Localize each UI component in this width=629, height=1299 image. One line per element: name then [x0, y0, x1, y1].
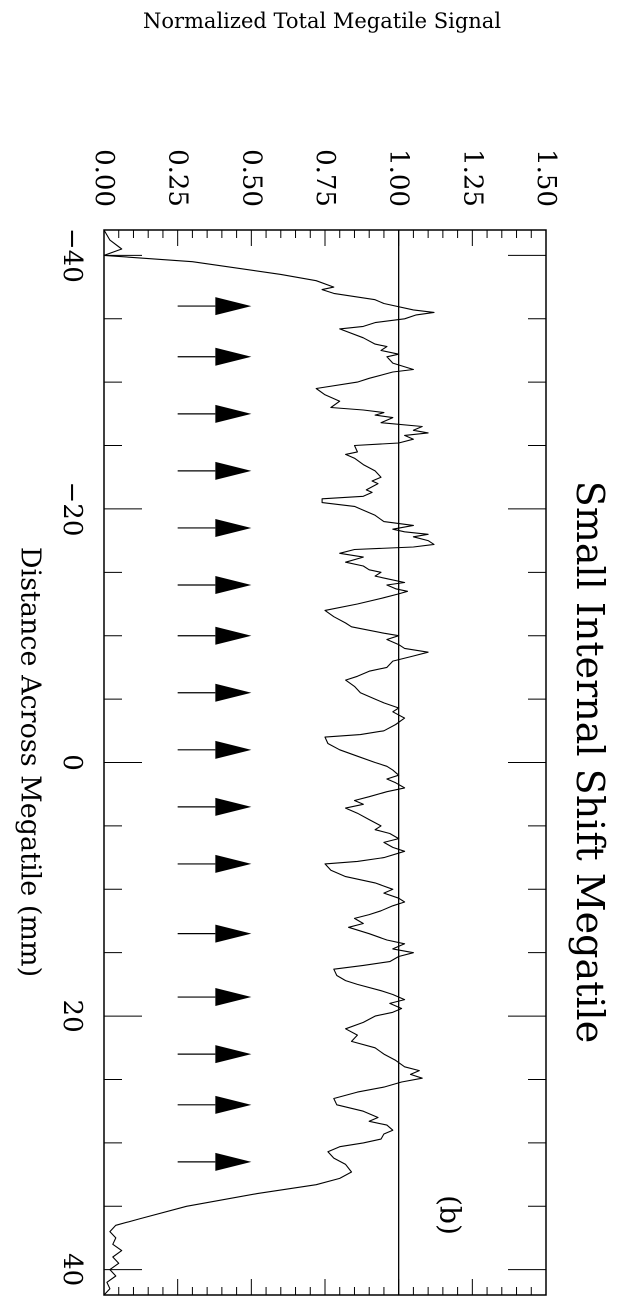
x-tick-label: −20 — [57, 481, 87, 536]
arrow-head — [215, 576, 252, 594]
y-tick-label: 1.25 — [457, 149, 487, 207]
x-tick-label: 0 — [57, 754, 87, 771]
x-axis-label: Distance Across Megatile (mm) — [15, 547, 46, 977]
axis-ticks — [103, 230, 547, 1295]
y-tick-label: 0.75 — [310, 149, 340, 207]
arrow-head — [215, 683, 252, 702]
panel-label: (b) — [434, 1195, 467, 1235]
chart-title: Small Internal Shift Megatile — [568, 481, 612, 1043]
arrow-head — [215, 740, 252, 759]
arrow-head — [215, 924, 252, 943]
arrow-head — [215, 1095, 252, 1114]
y-tick-label: 0.25 — [163, 149, 193, 207]
y-axis-label: Normalized Total Megatile Signal — [143, 9, 501, 33]
arrow-head — [215, 1152, 252, 1171]
arrow-markers — [177, 297, 252, 1171]
arrow-head — [215, 626, 252, 645]
y-tick-label: 1.00 — [384, 149, 414, 207]
signal-series-line — [103, 229, 435, 1296]
arrow-head — [215, 797, 252, 816]
y-tick-label: 0.50 — [236, 149, 266, 207]
arrow-head — [215, 518, 252, 537]
x-tick-label: −40 — [57, 228, 87, 283]
y-tick-label: 0.00 — [89, 149, 119, 207]
tick-labels: 0.00 0.25 0.50 0.75 1.00 1.25 1.50 −40 −20 0 20 40 — [57, 149, 561, 1286]
arrow-head — [215, 1045, 252, 1064]
arrow-head — [215, 347, 252, 366]
plot-frame — [103, 229, 547, 1296]
arrow-head — [215, 988, 252, 1007]
arrow-head — [215, 404, 252, 423]
arrow-head — [215, 854, 252, 873]
series-group — [103, 229, 435, 1296]
x-tick-label: 20 — [57, 1000, 87, 1033]
x-tick-label: 40 — [57, 1253, 87, 1286]
y-tick-label: 1.50 — [531, 149, 561, 207]
arrow-head — [215, 461, 252, 480]
arrow-head — [215, 297, 252, 316]
